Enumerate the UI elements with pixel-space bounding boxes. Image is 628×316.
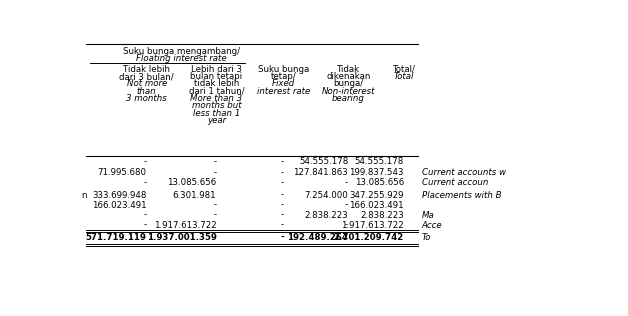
Text: 54.555.178: 54.555.178 (299, 157, 348, 167)
Text: Placements with B: Placements with B (422, 191, 501, 199)
Text: -: - (280, 233, 284, 242)
Text: dari 3 bulan/: dari 3 bulan/ (119, 72, 174, 81)
Text: less than 1: less than 1 (193, 109, 240, 118)
Text: To: To (422, 233, 431, 242)
Text: 1.937.001.359: 1.937.001.359 (146, 233, 217, 242)
Text: Suku bunga mengambang/: Suku bunga mengambang/ (123, 47, 240, 56)
Text: 347.255.929: 347.255.929 (350, 191, 404, 199)
Text: 2.838.223: 2.838.223 (305, 210, 348, 220)
Text: bunga/: bunga/ (333, 80, 363, 88)
Text: -: - (144, 157, 147, 167)
Text: Ma: Ma (422, 210, 435, 220)
Text: 127.841.863: 127.841.863 (293, 168, 348, 177)
Text: Lebih dari 3: Lebih dari 3 (191, 65, 242, 74)
Text: 2.838.223: 2.838.223 (360, 210, 404, 220)
Text: -: - (345, 201, 348, 210)
Text: 166.023.491: 166.023.491 (349, 201, 404, 210)
Text: -: - (214, 157, 217, 167)
Text: -: - (214, 168, 217, 177)
Text: 13.085.656: 13.085.656 (167, 178, 217, 187)
Text: dikenakan: dikenakan (326, 72, 371, 81)
Text: Fixed: Fixed (273, 80, 296, 88)
Text: -: - (214, 201, 217, 210)
Text: year: year (207, 116, 226, 125)
Text: Total/: Total/ (392, 65, 416, 74)
Text: 54.555.178: 54.555.178 (355, 157, 404, 167)
Text: bearing: bearing (332, 94, 365, 103)
Text: n: n (81, 191, 86, 199)
Text: -: - (281, 178, 284, 187)
Text: interest rate: interest rate (257, 87, 310, 96)
Text: 1.917.613.722: 1.917.613.722 (341, 221, 404, 229)
Text: tetap/: tetap/ (271, 72, 297, 81)
Text: 6.301.981: 6.301.981 (173, 191, 217, 199)
Text: tidak lebih: tidak lebih (194, 80, 239, 88)
Text: -: - (281, 157, 284, 167)
Text: -: - (144, 178, 147, 187)
Text: 7.254.000: 7.254.000 (305, 191, 348, 199)
Text: -: - (214, 210, 217, 220)
Text: Acce: Acce (422, 221, 443, 229)
Text: 71.995.680: 71.995.680 (98, 168, 147, 177)
Text: -: - (345, 221, 348, 229)
Text: Not more: Not more (127, 80, 167, 88)
Text: 192.489.264: 192.489.264 (287, 233, 348, 242)
Text: 13.085.656: 13.085.656 (355, 178, 404, 187)
Text: 166.023.491: 166.023.491 (92, 201, 147, 210)
Text: -: - (281, 201, 284, 210)
Text: Tidak: Tidak (337, 65, 360, 74)
Text: dari 1 tahun/: dari 1 tahun/ (188, 87, 244, 96)
Text: 3 months: 3 months (126, 94, 167, 103)
Text: -: - (281, 221, 284, 229)
Text: bulan tetapi: bulan tetapi (190, 72, 242, 81)
Text: Tidak lebih: Tidak lebih (123, 65, 170, 74)
Text: 199.837.543: 199.837.543 (350, 168, 404, 177)
Text: -: - (144, 221, 147, 229)
Text: -: - (281, 210, 284, 220)
Text: -: - (144, 210, 147, 220)
Text: Non-interest: Non-interest (322, 87, 375, 96)
Text: More than 3: More than 3 (190, 94, 242, 103)
Text: 2.701.209.742: 2.701.209.742 (333, 233, 404, 242)
Text: -: - (281, 168, 284, 177)
Text: 1.917.613.722: 1.917.613.722 (154, 221, 217, 229)
Text: Current accoun: Current accoun (422, 178, 488, 187)
Text: -: - (281, 191, 284, 199)
Text: months but: months but (192, 101, 241, 111)
Text: Total: Total (394, 72, 414, 81)
Text: 571.719.119: 571.719.119 (86, 233, 147, 242)
Text: Current accounts w: Current accounts w (422, 168, 506, 177)
Text: Suku bunga: Suku bunga (258, 65, 310, 74)
Text: -: - (345, 178, 348, 187)
Text: Floating interest rate: Floating interest rate (136, 54, 227, 63)
Text: 333.699.948: 333.699.948 (92, 191, 147, 199)
Text: than: than (137, 87, 156, 96)
